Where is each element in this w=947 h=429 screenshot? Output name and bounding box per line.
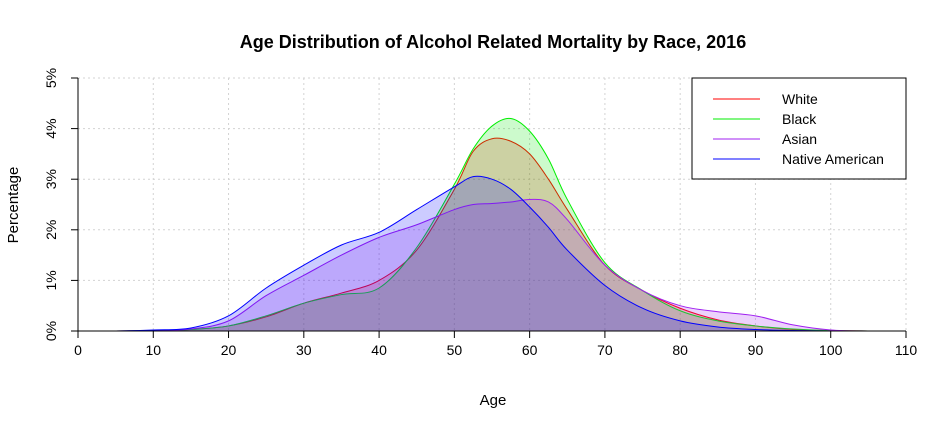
- x-tick-label-8: 80: [672, 342, 688, 358]
- y-axis-label: Percentage: [5, 167, 22, 244]
- x-axis-ticks: 0 10 20 30 40 50 60 70 80 90 100 110: [74, 331, 917, 358]
- legend-label-asian: Asian: [782, 131, 817, 147]
- series-area-asian: [78, 199, 869, 331]
- series-area-native-american: [78, 176, 869, 331]
- y-tick-label-2: 2%: [43, 220, 59, 240]
- legend-label-white: White: [782, 91, 818, 107]
- legend-label-native-american: Native American: [782, 151, 884, 167]
- x-tick-label-5: 50: [447, 342, 463, 358]
- legend: White Black Asian Native American: [691, 77, 907, 180]
- chart-title: Age Distribution of Alcohol Related Mort…: [240, 32, 746, 52]
- x-tick-label-0: 0: [74, 342, 82, 358]
- y-tick-label-5: 5%: [43, 68, 59, 88]
- y-tick-label-3: 3%: [43, 169, 59, 189]
- series-areas: [78, 117, 869, 332]
- x-tick-label-3: 30: [296, 342, 312, 358]
- x-tick-label-7: 70: [597, 342, 613, 358]
- legend-label-black: Black: [782, 111, 817, 127]
- x-tick-label-6: 60: [522, 342, 538, 358]
- y-tick-label-4: 4%: [43, 118, 59, 138]
- legend-box: [691, 77, 907, 180]
- y-axis-ticks: 0% 1% 2% 3% 4% 5%: [43, 68, 78, 341]
- x-tick-label-11: 110: [895, 342, 918, 358]
- axes: [77, 78, 906, 332]
- series-line-asian: [78, 198, 869, 332]
- legend-items: White Black Asian Native American: [713, 91, 884, 167]
- series-line-native-american: [78, 175, 869, 332]
- y-tick-label-0: 0%: [43, 321, 59, 341]
- x-tick-label-1: 10: [145, 342, 161, 358]
- series-line-black: [78, 117, 869, 332]
- x-tick-label-10: 100: [819, 342, 843, 358]
- x-axis-label: Age: [480, 392, 507, 409]
- x-tick-label-4: 40: [371, 342, 387, 358]
- x-tick-label-2: 20: [221, 342, 237, 358]
- x-tick-label-9: 90: [748, 342, 764, 358]
- y-tick-label-1: 1%: [43, 270, 59, 290]
- series-area-white: [78, 138, 869, 331]
- series-area-black: [78, 118, 869, 331]
